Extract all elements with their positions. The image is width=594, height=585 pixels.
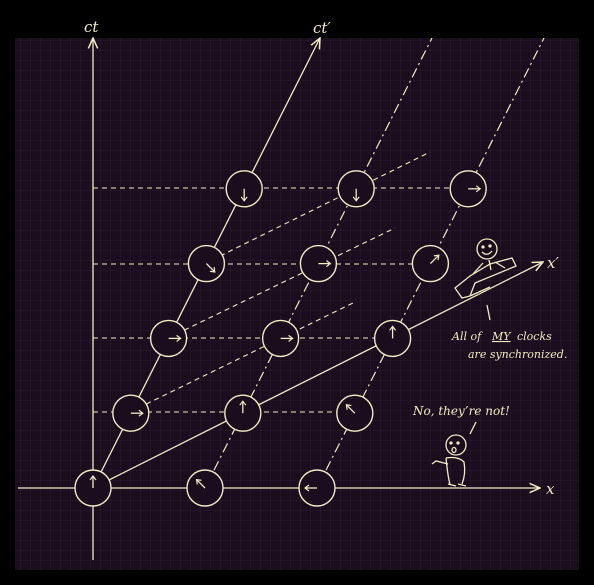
clock-1-3 [299, 244, 338, 283]
x-axis-label: x [546, 480, 555, 498]
clock-0-0 [74, 469, 112, 507]
rider-caption-line1-end: clocks [517, 330, 552, 343]
clock-hand [196, 479, 206, 489]
clock-0-3 [187, 244, 226, 283]
clock-hand-tip [89, 475, 97, 481]
clock-hand-tip [304, 484, 310, 492]
clock-2-3 [411, 244, 450, 283]
clock-grid [74, 170, 487, 507]
clock-0-2 [149, 319, 188, 358]
clock-hand-tip [138, 409, 144, 417]
clock-hand-tip [389, 325, 397, 331]
rocket-rider [454, 238, 517, 321]
clock-1-0 [186, 469, 224, 507]
clock-1-4 [337, 170, 375, 208]
x-prime-axis [92, 262, 543, 489]
clock-hand [345, 404, 356, 414]
clock-hand-tip [239, 400, 247, 406]
clock-hand [429, 254, 440, 265]
clock-0-4 [225, 170, 263, 208]
clock-1-2 [261, 319, 300, 358]
clock-hand-tip [433, 254, 440, 261]
observer-caption: No, they’re not! [412, 404, 510, 418]
clock-2-1 [336, 394, 374, 432]
rider-caption-my: MY [491, 330, 512, 343]
rider-caption-line1-start: All of [451, 330, 483, 343]
ct-prime-axis-label: ct′ [313, 19, 331, 37]
clock-1-1 [224, 394, 262, 432]
ct-axis-label: ct [84, 18, 99, 36]
clock-hand-tip [352, 196, 360, 202]
clock-hand-tip [176, 334, 182, 342]
clock-hand-tip [475, 185, 482, 193]
clock-hand-tip [326, 260, 332, 268]
clock-0-1 [112, 394, 150, 432]
clock-2-0 [298, 469, 336, 507]
x-prime-axis-label: x′ [547, 254, 559, 272]
clock-hand-tip [209, 267, 216, 273]
clock-hand-tip [195, 478, 202, 485]
clock-2-4 [449, 170, 487, 208]
clock-hand-tip [240, 196, 248, 202]
clock-hand [205, 263, 216, 273]
clock-hand-tip [345, 404, 352, 410]
moving-simultaneity-lines [129, 151, 431, 413]
observer-figure [431, 421, 477, 487]
stationary-simultaneity-lines [93, 187, 466, 413]
clock-2-2 [373, 319, 412, 358]
clock-hand-tip [288, 334, 294, 342]
rider-caption-line2: are synchronized. [468, 348, 567, 361]
